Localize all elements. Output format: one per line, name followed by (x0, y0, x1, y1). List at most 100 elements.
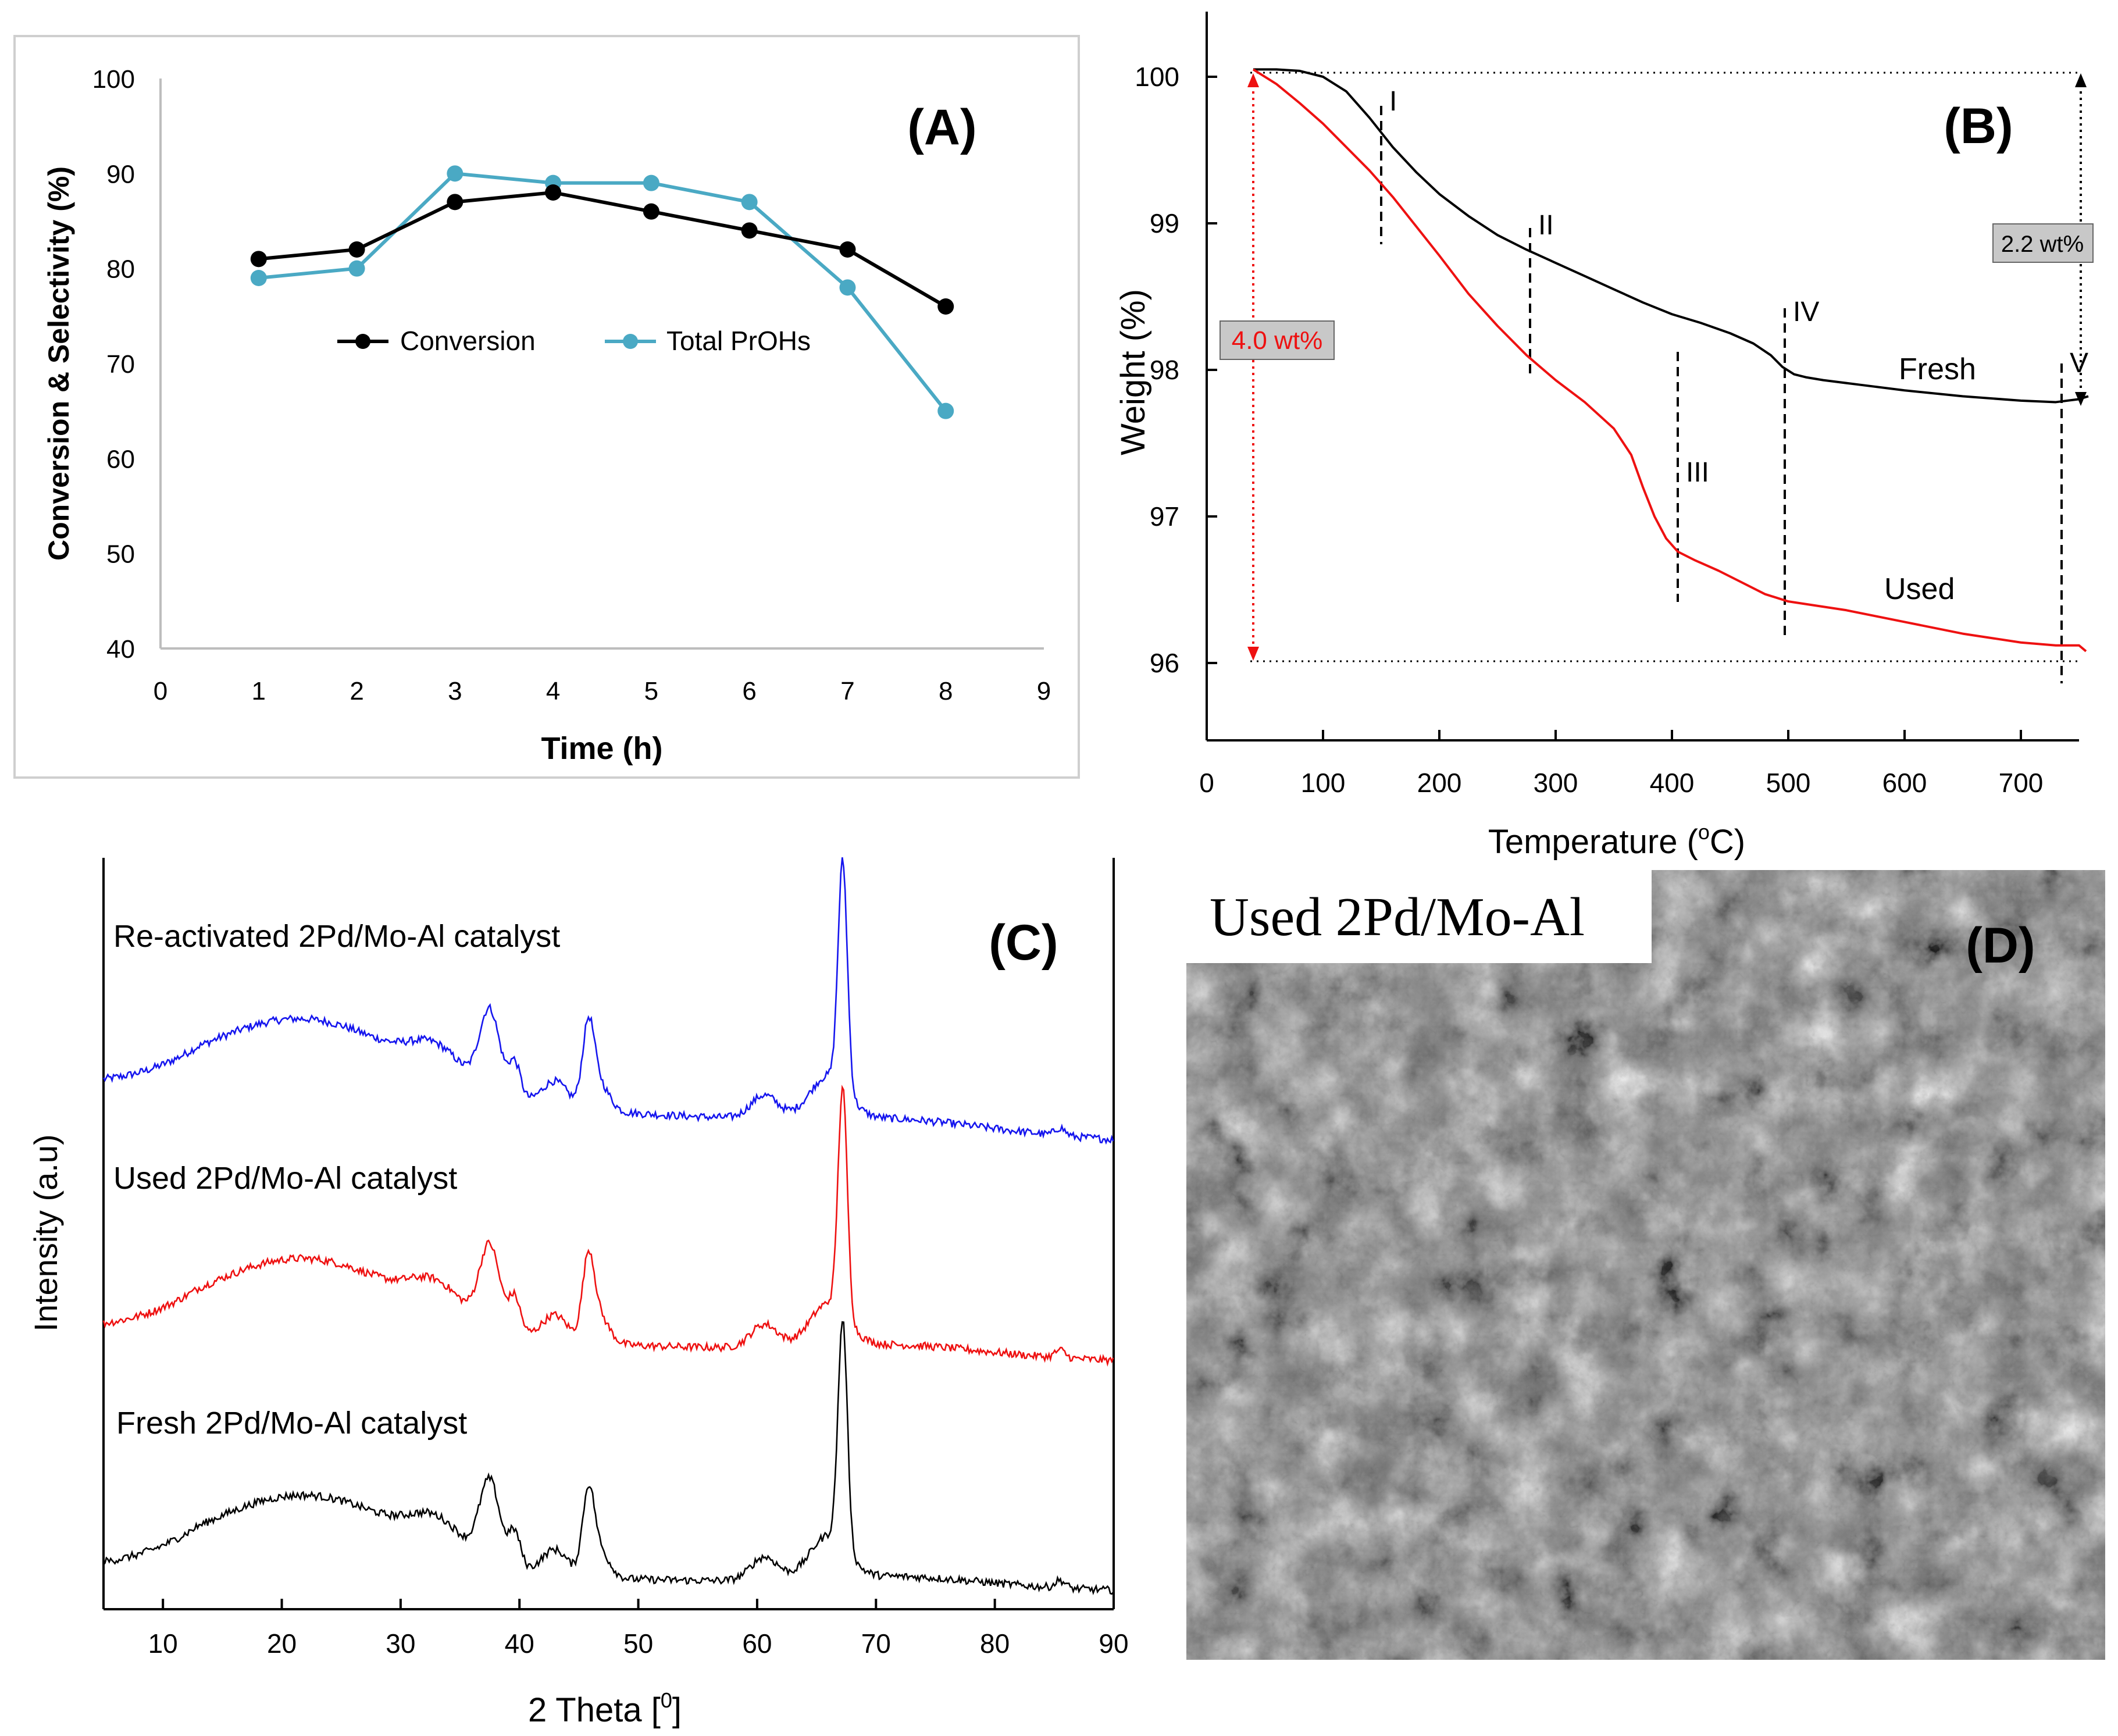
data-point-total-prohs (250, 270, 267, 286)
panel-b-ytick-label: 99 (1150, 208, 1179, 238)
data-point-conversion (937, 298, 954, 315)
sem-image-grain (1186, 870, 2105, 1660)
panel-d-label: (D) (1966, 918, 2035, 974)
sem-caption: Used 2Pd/Mo-Al (1210, 887, 1585, 947)
panel-c-xtick-label: 70 (861, 1628, 891, 1659)
region-label-I: I (1389, 86, 1397, 117)
panel-c-label: (C) (989, 915, 1058, 971)
panel-b-xlabel: Temperature (oC) (1488, 820, 1745, 861)
panel-a-xtick-label: 2 (350, 677, 363, 705)
panel-b-xtick-label: 0 (1199, 768, 1214, 798)
panel-b-ytick-label: 97 (1150, 501, 1179, 532)
panel-c-xtick-label: 90 (1099, 1628, 1128, 1659)
panel-b-ytick-label: 98 (1150, 355, 1179, 385)
data-point-conversion (250, 251, 267, 268)
xrd-pattern-used (102, 1085, 1114, 1367)
panel-c-ylabel: Intensity (a.u) (27, 1134, 64, 1331)
panel-a-xtick-label: 9 (1037, 677, 1051, 705)
panel-a-ytick-label: 40 (106, 635, 135, 664)
used-loss-text: 4.0 wt% (1232, 326, 1323, 355)
panel-a-xtick-label: 0 (154, 677, 167, 705)
panel-b-xtick-label: 600 (1882, 768, 1927, 798)
data-point-conversion (545, 184, 562, 201)
panel-b-ylabel: Weight (%) (1114, 289, 1152, 455)
series-line-conversion (258, 190, 947, 308)
panel-b-xtick-label: 100 (1301, 768, 1346, 798)
panel-a-ytick-label: 50 (106, 540, 135, 569)
panel-b-xtick-label: 200 (1417, 768, 1462, 798)
legend-total-prohs-label: Total PrOHs (666, 326, 811, 356)
panel-b-label: (B) (1944, 98, 2013, 154)
used-xrd-curve-label: Used 2Pd/Mo-Al catalyst (113, 1161, 457, 1196)
data-point-total-prohs (839, 279, 856, 296)
panel-a-legend: Conversion Total PrOHs (337, 326, 811, 356)
region-label-V: V (2070, 348, 2088, 379)
data-point-conversion (741, 222, 758, 239)
used-loss-box (1220, 320, 1335, 360)
data-point-conversion (447, 194, 463, 211)
data-point-total-prohs (447, 165, 463, 182)
panel-a-frame (13, 35, 1080, 779)
panel-a-ytick-label: 70 (106, 350, 135, 379)
panel-a: 100 90 80 70 60 50 40 0 1 2 3 4 5 6 7 8 9 Conversion To… (13, 35, 1080, 779)
used-loss-arrow-head-top (1247, 73, 1259, 87)
legend-conversion-label: Conversion (400, 326, 536, 356)
panel-a-xtick-label: 7 (840, 677, 854, 705)
panel-a-xtick-label: 5 (644, 677, 658, 705)
data-point-total-prohs (348, 260, 365, 277)
fresh-curve-label: Fresh (1899, 352, 1976, 386)
panel-c-xtick-label: 30 (386, 1628, 415, 1659)
panel-b-ytick-label: 100 (1135, 62, 1179, 92)
panel-a-label: (A) (907, 99, 976, 155)
panel-c-xlabel: 2 Theta [0] (528, 1688, 682, 1729)
data-point-conversion (643, 203, 659, 220)
fresh-loss-box (1992, 223, 2094, 263)
panel-b-xtick-label: 400 (1650, 768, 1695, 798)
panel-c: 10 20 30 40 50 60 70 80 90 Re-activated 2Pd/Mo-A… (27, 857, 1129, 1729)
tga-curve-used (1252, 68, 2087, 653)
panel-a-ytick-label: 80 (106, 255, 135, 284)
panel-a-ytick-label: 90 (106, 160, 135, 188)
region-label-II: II (1538, 210, 1554, 241)
used-loss-arrow-head-bottom (1247, 647, 1259, 661)
legend-conversion-marker (355, 334, 370, 349)
panel-d: Used 2Pd/Mo-Al (D) (1186, 870, 2105, 1660)
fresh-loss-arrow-head-bottom (2075, 392, 2087, 406)
fresh-loss-text: 2.2 wt% (2001, 231, 2084, 257)
panel-c-xtick-label: 20 (267, 1628, 297, 1659)
tga-curve-fresh (1253, 68, 2089, 404)
panel-b-xtick-label: 700 (1999, 768, 2044, 798)
fresh-loss-arrow-head-top (2075, 73, 2087, 87)
panel-b-xtick-label: 500 (1766, 768, 1811, 798)
region-label-III: III (1686, 457, 1709, 488)
panel-b-ytick-label: 96 (1150, 648, 1179, 678)
data-point-conversion (839, 241, 856, 258)
used-curve-label: Used (1884, 572, 1955, 606)
reactivated-curve-label: Re-activated 2Pd/Mo-Al catalyst (113, 919, 560, 954)
data-point-conversion (348, 241, 365, 258)
data-point-total-prohs (741, 194, 758, 211)
panel-a-xtick-label: 3 (448, 677, 462, 705)
panel-c-xtick-label: 60 (742, 1628, 772, 1659)
panel-a-xtick-label: 8 (939, 677, 953, 705)
legend-total-prohs-marker (623, 334, 638, 349)
panel-b-xtick-label: 300 (1534, 768, 1578, 798)
region-label-IV: IV (1793, 297, 1819, 327)
fresh-xrd-curve-label: Fresh 2Pd/Mo-Al catalyst (116, 1406, 467, 1441)
panel-c-xtick-label: 50 (623, 1628, 653, 1659)
panel-c-xtick-label: 80 (980, 1628, 1010, 1659)
data-point-total-prohs (937, 402, 954, 419)
xrd-pattern-fresh (102, 1321, 1114, 1595)
panel-a-ylabel: Conversion & Selectivity (%) (42, 166, 75, 561)
panel-c-xtick-label: 10 (148, 1628, 178, 1659)
panel-a-xtick-label: 6 (742, 677, 756, 705)
panel-a-xtick-label: 1 (252, 677, 266, 705)
sem-caption-box (1186, 870, 1652, 963)
data-point-total-prohs (643, 174, 659, 191)
panel-a-ytick-label: 100 (92, 65, 135, 94)
panel-a-ytick-label: 60 (106, 445, 135, 473)
panel-c-xtick-label: 40 (505, 1628, 534, 1659)
series-line-total-prohs (258, 172, 947, 412)
